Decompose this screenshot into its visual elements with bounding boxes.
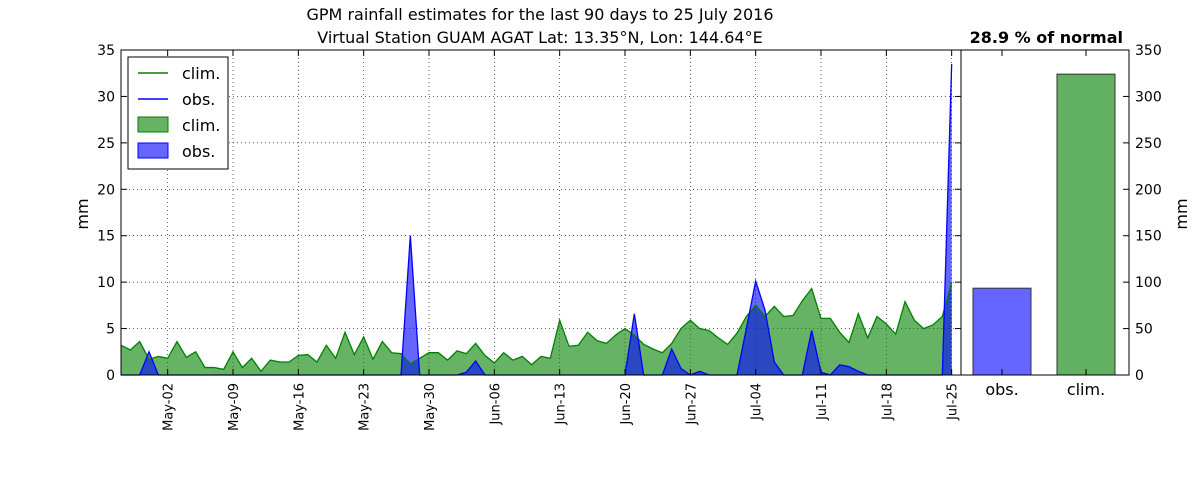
x-tick-label: May-09: [227, 383, 242, 431]
y-tick-label: 20: [97, 182, 115, 198]
x-tick-label: May-30: [423, 383, 438, 431]
y-tick-label: 15: [97, 229, 115, 245]
right-y-tick-label: 200: [1135, 182, 1162, 198]
total-bar-obs: [972, 287, 1032, 376]
bar-category-label: clim.: [1067, 380, 1105, 399]
right-y-tick-label: 300: [1135, 89, 1162, 105]
y-tick-label: 10: [97, 275, 115, 291]
y-tick-label: 5: [106, 322, 115, 338]
legend-label: obs.: [182, 142, 215, 161]
legend-label: clim.: [182, 116, 220, 135]
legend-patch-swatch: [137, 116, 169, 133]
timeseries-panel: 0 5 10 15 20 25 30 35 May-02 May-09 May-16 May-23 Ma…: [97, 43, 962, 431]
legend: clim. obs. clim. obs.: [127, 56, 229, 170]
clim-line: [120, 281, 953, 373]
x-tick-label: Jun-27: [684, 383, 699, 426]
y-tick-label: 35: [97, 43, 115, 59]
x-tick-label: May-02: [162, 383, 177, 431]
x-tick-label: Jun-13: [554, 383, 569, 426]
legend-label: clim.: [182, 64, 220, 83]
right-y-tick-label: 350: [1135, 43, 1162, 59]
y-tick-label: 25: [97, 136, 115, 152]
x-tick-label: Jul-11: [815, 383, 830, 421]
right-y-tick-label: 0: [1135, 368, 1144, 384]
x-tick-label: May-16: [292, 383, 307, 431]
right-y-tick-label: 50: [1135, 322, 1153, 338]
y-axis-label-right: mm: [1172, 198, 1191, 229]
right-y-tick-label: 100: [1135, 275, 1162, 291]
legend-label: obs.: [182, 90, 215, 109]
x-tick-label: Jul-18: [880, 383, 895, 421]
bar-category-label: obs.: [985, 380, 1018, 399]
x-tick-label: Jun-06: [488, 383, 503, 426]
total-bar-clim: [1056, 73, 1116, 376]
legend-patch-swatch: [137, 142, 169, 159]
x-tick-label: Jul-04: [750, 383, 765, 421]
y-tick-label: 0: [106, 368, 115, 384]
right-y-tick-label: 250: [1135, 136, 1162, 152]
bar-frame: [960, 49, 1130, 376]
totals-bar-panel: obs. clim. 0 50 100 150 200 250 300 350: [960, 43, 1162, 399]
y-axis-label-left: mm: [73, 198, 92, 229]
x-tick-label: Jul-25: [946, 383, 961, 421]
x-tick-label: May-23: [358, 383, 373, 431]
x-tick-label: Jun-20: [619, 383, 634, 426]
right-y-tick-label: 150: [1135, 229, 1162, 245]
percent-of-normal-label: 28.9 % of normal: [970, 28, 1123, 47]
chart-title-line2: Virtual Station GUAM AGAT Lat: 13.35°N, …: [317, 28, 762, 47]
chart-title-line1: GPM rainfall estimates for the last 90 d…: [307, 5, 774, 24]
y-tick-label: 30: [97, 89, 115, 105]
